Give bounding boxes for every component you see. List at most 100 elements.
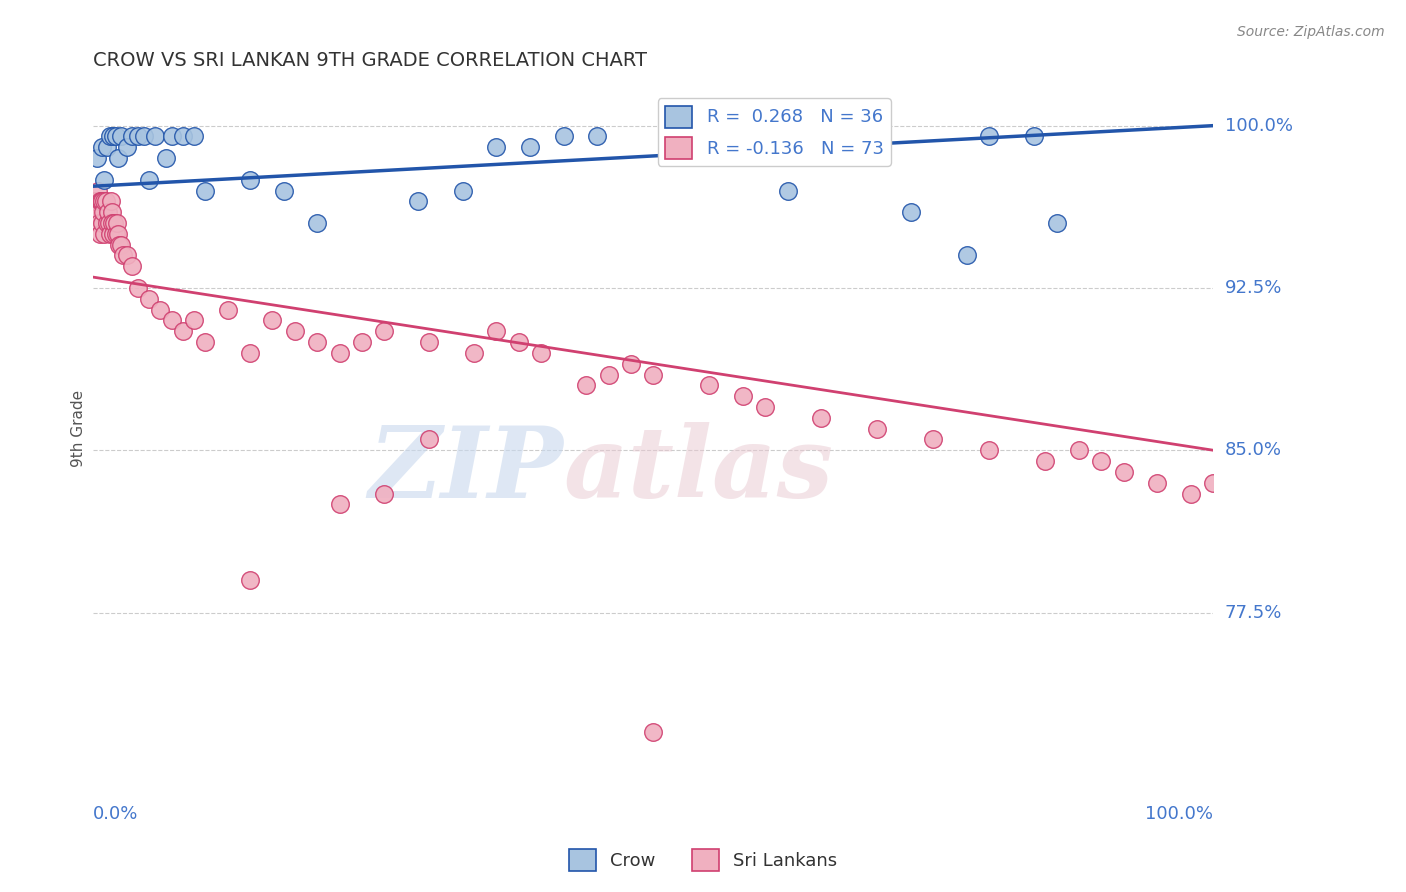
Point xyxy=(1146,475,1168,490)
Point xyxy=(104,227,127,241)
Point xyxy=(86,205,108,219)
Text: CROW VS SRI LANKAN 9TH GRADE CORRELATION CHART: CROW VS SRI LANKAN 9TH GRADE CORRELATION… xyxy=(93,51,647,70)
Point xyxy=(1024,129,1046,144)
Point xyxy=(96,216,118,230)
Point xyxy=(121,260,143,274)
Point xyxy=(89,227,111,241)
Point xyxy=(98,227,121,241)
Point xyxy=(329,346,352,360)
Point xyxy=(1180,486,1202,500)
Point xyxy=(93,173,115,187)
Point xyxy=(103,227,125,241)
Point xyxy=(1202,475,1225,490)
Text: 100.0%: 100.0% xyxy=(1225,117,1292,135)
Point xyxy=(115,140,138,154)
Point xyxy=(519,140,541,154)
Point xyxy=(731,389,754,403)
Point xyxy=(105,216,128,230)
Point xyxy=(508,334,530,349)
Point xyxy=(138,292,160,306)
Point xyxy=(84,194,107,209)
Point xyxy=(844,129,866,144)
Point xyxy=(956,248,979,262)
Point xyxy=(262,313,284,327)
Legend: Crow, Sri Lankans: Crow, Sri Lankans xyxy=(561,842,845,879)
Point xyxy=(273,184,295,198)
Text: 100.0%: 100.0% xyxy=(1146,805,1213,823)
Text: Source: ZipAtlas.com: Source: ZipAtlas.com xyxy=(1237,25,1385,39)
Point xyxy=(776,184,799,198)
Point xyxy=(620,357,643,371)
Point xyxy=(143,129,166,144)
Point xyxy=(406,194,429,209)
Point xyxy=(149,302,172,317)
Point xyxy=(979,443,1001,458)
Point xyxy=(418,334,440,349)
Text: 92.5%: 92.5% xyxy=(1225,279,1282,297)
Point xyxy=(810,410,832,425)
Point xyxy=(418,433,440,447)
Text: 0.0%: 0.0% xyxy=(93,805,139,823)
Point xyxy=(112,248,135,262)
Point xyxy=(1046,216,1069,230)
Point xyxy=(127,281,149,295)
Point xyxy=(91,216,114,230)
Point xyxy=(329,497,352,511)
Point xyxy=(373,486,395,500)
Point xyxy=(463,346,485,360)
Point xyxy=(93,227,115,241)
Point xyxy=(900,205,922,219)
Point xyxy=(91,140,114,154)
Point xyxy=(94,194,117,209)
Point xyxy=(1112,465,1135,479)
Point xyxy=(183,129,205,144)
Point xyxy=(217,302,239,317)
Point xyxy=(485,324,508,338)
Point xyxy=(239,346,262,360)
Point xyxy=(96,140,118,154)
Point xyxy=(1090,454,1112,468)
Point xyxy=(101,205,124,219)
Point xyxy=(103,216,125,230)
Point xyxy=(89,194,111,209)
Point xyxy=(87,216,110,230)
Text: ZIP: ZIP xyxy=(368,422,564,518)
Point xyxy=(307,334,329,349)
Text: atlas: atlas xyxy=(564,422,834,518)
Point xyxy=(93,194,115,209)
Point xyxy=(575,378,598,392)
Point xyxy=(101,216,124,230)
Point xyxy=(107,227,129,241)
Point xyxy=(86,151,108,165)
Point xyxy=(586,129,609,144)
Point xyxy=(373,324,395,338)
Point xyxy=(115,248,138,262)
Point xyxy=(1035,454,1057,468)
Point xyxy=(103,129,125,144)
Point xyxy=(172,129,194,144)
Point xyxy=(699,378,721,392)
Point xyxy=(100,194,122,209)
Point xyxy=(194,184,217,198)
Point xyxy=(127,129,149,144)
Text: 85.0%: 85.0% xyxy=(1225,442,1282,459)
Y-axis label: 9th Grade: 9th Grade xyxy=(72,390,86,467)
Point xyxy=(91,205,114,219)
Point xyxy=(352,334,374,349)
Point xyxy=(86,184,108,198)
Point xyxy=(284,324,307,338)
Point xyxy=(194,334,217,349)
Legend: R =  0.268   N = 36, R = -0.136   N = 73: R = 0.268 N = 36, R = -0.136 N = 73 xyxy=(658,98,891,166)
Point xyxy=(110,129,132,144)
Point xyxy=(107,151,129,165)
Point xyxy=(307,216,329,230)
Point xyxy=(754,400,776,414)
Point xyxy=(132,129,155,144)
Point xyxy=(90,194,112,209)
Point xyxy=(138,173,160,187)
Point xyxy=(643,724,665,739)
Text: 77.5%: 77.5% xyxy=(1225,604,1282,622)
Point xyxy=(598,368,620,382)
Point xyxy=(866,422,889,436)
Point xyxy=(155,151,177,165)
